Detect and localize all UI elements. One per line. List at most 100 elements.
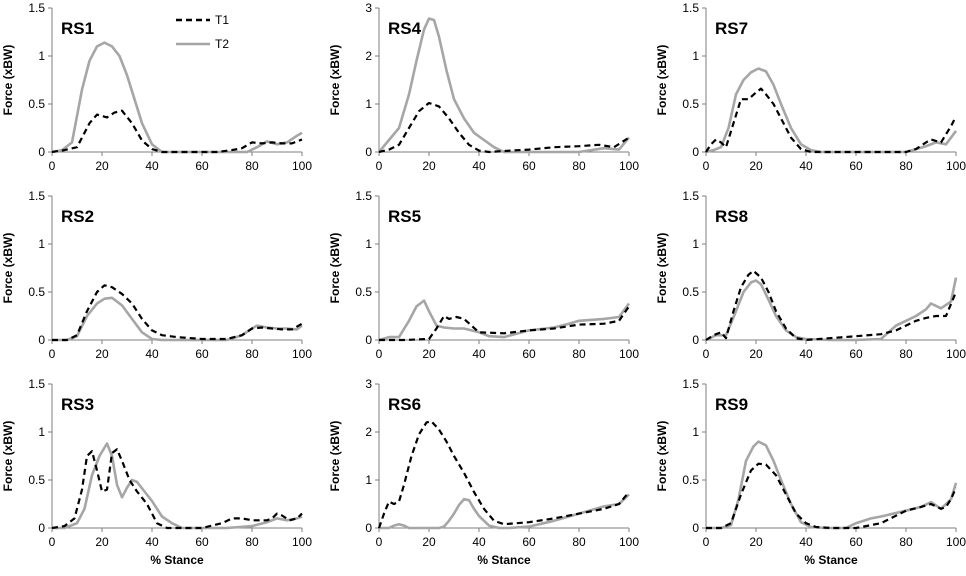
panel-rs2: 0 0.5 1 1.5 0 20 40 60 80 100 Force (xBW) RS2 xyxy=(1,189,312,361)
x-tick-label: 40 xyxy=(472,347,486,361)
x-tick-label: 0 xyxy=(703,347,710,361)
x-tick-label: 40 xyxy=(145,159,159,173)
x-tick-label: 60 xyxy=(849,347,863,361)
y-tick-label: 1 xyxy=(38,425,45,439)
panel-title: RS7 xyxy=(715,19,748,38)
x-tick-label: 100 xyxy=(946,159,966,173)
legend-label-t1: T1 xyxy=(215,13,229,27)
x-axis-label: % Stance xyxy=(804,553,858,567)
legend-label-t2: T2 xyxy=(215,37,229,51)
series-line-t2 xyxy=(378,299,631,342)
y-tick-label: 1 xyxy=(365,97,372,111)
x-tick-label: 40 xyxy=(799,347,813,361)
x-tick-label: 40 xyxy=(472,159,486,173)
x-tick-label: 60 xyxy=(522,347,536,361)
y-axis-label: Force (xBW) xyxy=(1,421,15,492)
y-tick-label: 1 xyxy=(365,237,372,251)
panel-title: RS8 xyxy=(715,207,748,226)
series-line-t1 xyxy=(706,462,958,530)
series-line-t1 xyxy=(378,101,630,154)
y-tick-label: 1.5 xyxy=(28,189,45,203)
series-line-t2 xyxy=(705,277,958,342)
series-line-t2 xyxy=(51,41,303,154)
y-tick-label: 2 xyxy=(365,49,372,63)
series-line-t1 xyxy=(379,305,630,342)
x-tick-label: 60 xyxy=(195,159,209,173)
x-tick-label: 60 xyxy=(195,535,209,549)
x-tick-label: 0 xyxy=(49,535,56,549)
x-tick-label: 0 xyxy=(703,159,710,173)
x-tick-label: 60 xyxy=(849,159,863,173)
panel-rs7: 0 0.5 1 1.5 0 20 40 60 80 100 Force (xBW) RS7 xyxy=(655,1,966,173)
x-tick-label: 80 xyxy=(899,347,913,361)
panel-title: RS9 xyxy=(715,395,748,414)
x-axis-label: % Stance xyxy=(150,553,204,567)
x-tick-label: 100 xyxy=(292,535,312,549)
x-tick-label: 100 xyxy=(619,347,639,361)
series-line-t2 xyxy=(705,67,958,154)
x-tick-label: 40 xyxy=(145,535,159,549)
panel-rs6: 0 1 2 3 0 20 40 60 80 100 Force (xBW) % Stance RS6 xyxy=(328,377,639,567)
y-axis-label: Force (xBW) xyxy=(1,233,15,304)
x-tick-label: 100 xyxy=(292,159,312,173)
x-tick-label: 20 xyxy=(749,535,763,549)
y-tick-label: 0 xyxy=(692,333,699,347)
y-tick-label: 1 xyxy=(692,237,699,251)
x-tick-label: 20 xyxy=(95,159,109,173)
x-tick-label: 40 xyxy=(472,535,486,549)
series-line-t1 xyxy=(52,284,303,342)
x-tick-label: 0 xyxy=(376,347,383,361)
y-tick-label: 1 xyxy=(365,473,372,487)
x-tick-label: 100 xyxy=(619,535,639,549)
x-tick-label: 20 xyxy=(749,347,763,361)
x-tick-label: 80 xyxy=(245,159,259,173)
panel-title: RS2 xyxy=(61,207,94,226)
y-tick-label: 0.5 xyxy=(28,285,45,299)
y-tick-label: 0 xyxy=(365,333,372,347)
series-line-t2 xyxy=(706,440,958,530)
y-tick-label: 1 xyxy=(38,49,45,63)
x-tick-label: 20 xyxy=(749,159,763,173)
x-tick-label: 40 xyxy=(799,159,813,173)
y-tick-label: 0.5 xyxy=(28,97,45,111)
x-tick-label: 60 xyxy=(195,347,209,361)
x-tick-label: 60 xyxy=(522,535,536,549)
x-tick-label: 80 xyxy=(572,535,586,549)
y-axis-label: Force (xBW) xyxy=(328,421,342,492)
x-tick-label: 20 xyxy=(422,159,436,173)
series-line-t2 xyxy=(52,442,303,530)
x-tick-label: 0 xyxy=(49,347,56,361)
y-tick-label: 3 xyxy=(365,377,372,391)
x-tick-label: 80 xyxy=(245,347,259,361)
y-axis-label: Force (xBW) xyxy=(328,45,342,116)
series-line-t2 xyxy=(52,296,303,342)
y-tick-label: 0 xyxy=(38,145,45,159)
y-axis-label: Force (xBW) xyxy=(655,421,669,492)
x-tick-label: 20 xyxy=(95,347,109,361)
legend: T1 T2 xyxy=(176,13,229,51)
panel-title: RS5 xyxy=(388,207,421,226)
x-tick-label: 0 xyxy=(376,535,383,549)
x-tick-label: 0 xyxy=(703,535,710,549)
x-axis-label: % Stance xyxy=(477,553,531,567)
x-tick-label: 100 xyxy=(292,347,312,361)
panel-rs8: 0 0.5 1 1.5 0 20 40 60 80 100 Force (xBW) RS8 xyxy=(655,189,966,361)
y-tick-label: 1.5 xyxy=(355,189,372,203)
series-line-t1 xyxy=(51,109,303,154)
y-tick-label: 3 xyxy=(365,1,372,15)
x-tick-label: 80 xyxy=(572,347,586,361)
x-tick-label: 60 xyxy=(849,535,863,549)
x-tick-label: 60 xyxy=(522,159,536,173)
series-line-t1 xyxy=(377,420,630,529)
y-tick-label: 0 xyxy=(365,145,372,159)
y-axis-label: Force (xBW) xyxy=(655,45,669,116)
series-line-t1 xyxy=(51,448,303,530)
x-tick-label: 80 xyxy=(899,159,913,173)
x-tick-label: 100 xyxy=(946,535,966,549)
x-tick-label: 20 xyxy=(422,535,436,549)
y-tick-label: 0.5 xyxy=(355,285,372,299)
x-tick-label: 80 xyxy=(572,159,586,173)
series-line-t2 xyxy=(378,17,630,154)
panel-title: RS1 xyxy=(61,19,94,38)
